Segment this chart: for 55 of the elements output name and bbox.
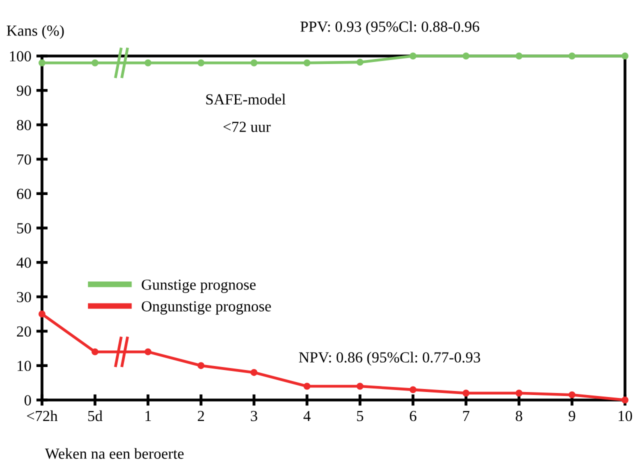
point	[92, 59, 98, 66]
x-tick-label: 9	[568, 410, 576, 422]
y-axis-title: Kans (%)	[6, 25, 64, 39]
point	[568, 52, 576, 60]
point	[410, 52, 416, 60]
point	[410, 386, 416, 394]
y-tick-label: 0	[24, 395, 31, 406]
x-tick-label: 7	[463, 411, 470, 422]
point	[304, 59, 310, 66]
x-tick-label: 10	[618, 410, 632, 422]
y-tick-label: 40	[16, 258, 31, 268]
annotation: SAFE-model	[206, 94, 286, 105]
y-tick-label: 50	[17, 223, 31, 234]
x-tick-label: 5	[357, 411, 364, 422]
point	[462, 390, 470, 397]
point	[144, 348, 152, 356]
point	[516, 52, 522, 60]
point	[304, 382, 310, 390]
point	[356, 58, 364, 66]
x-tick-label: 6	[410, 410, 416, 422]
y-tick-label: 70	[17, 154, 31, 165]
point	[250, 59, 258, 66]
point	[622, 396, 628, 404]
point	[622, 52, 628, 60]
x-tick-label: 1	[146, 410, 151, 422]
y-tick-label: 80	[16, 120, 31, 130]
point	[198, 59, 204, 66]
annotation: NPV: 0.86 (95%Cl: 0.77-0.93	[298, 352, 480, 366]
point	[516, 390, 522, 397]
x-tick-label: 2	[198, 410, 204, 422]
y-tick-label: 90	[16, 86, 31, 96]
legend-label: Gunstige prognose	[142, 280, 256, 293]
point	[198, 362, 204, 370]
x-tick-label: <72h	[26, 410, 58, 422]
point	[250, 369, 258, 376]
y-tick-label: 30	[17, 292, 31, 302]
y-tick-label: 10	[18, 360, 31, 372]
x-tick-label: 4	[303, 410, 311, 422]
text: PPV: 0.93 (95%Cl: 0.88-0.96	[300, 21, 480, 35]
y-tick-label: 20	[16, 326, 31, 337]
x-tick-label: 5d	[88, 410, 102, 422]
y-tick-label: 100	[10, 51, 31, 62]
x-tick-label: 3	[250, 410, 258, 422]
point	[38, 310, 46, 318]
point	[144, 59, 152, 66]
legend-label: Ongunstige prognose	[142, 301, 271, 315]
y-tick-label: 60	[16, 188, 31, 200]
annotation: <72 uur	[223, 122, 271, 132]
point	[568, 391, 576, 398]
x-tick-label: 8	[516, 410, 522, 422]
point	[38, 59, 46, 66]
point	[356, 382, 364, 390]
point	[92, 348, 98, 356]
point	[462, 52, 470, 60]
x-axis-title: Weken na een beroerte	[45, 448, 184, 459]
